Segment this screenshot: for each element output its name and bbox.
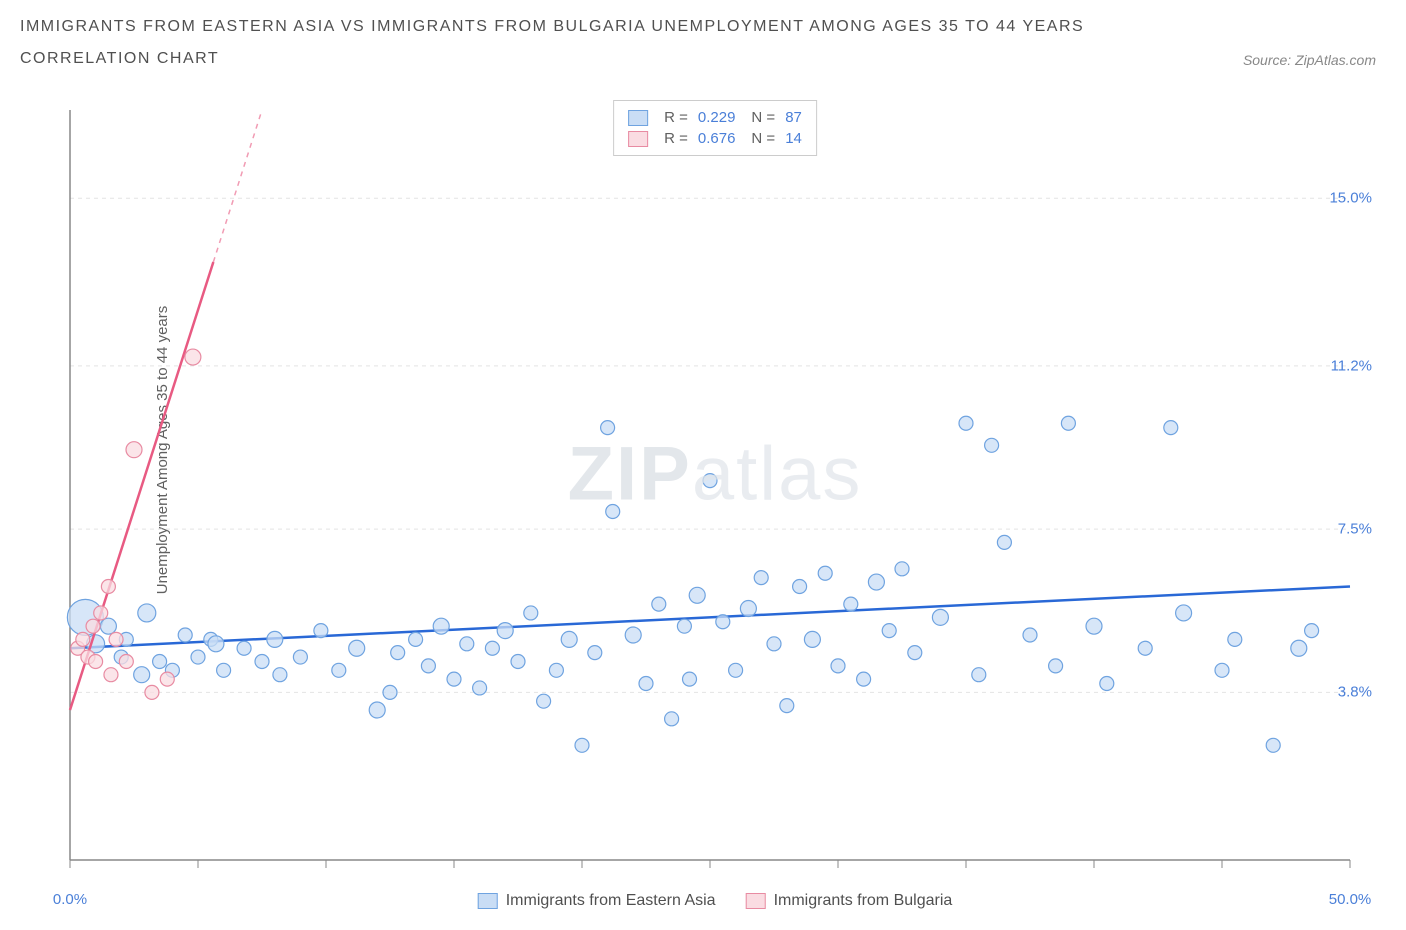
n-label: N = [751,109,775,126]
correlation-legend: R = 0.229 N = 87 R = 0.676 N = 14 [613,100,817,156]
x-tick-label: 50.0% [1329,891,1372,908]
series-legend: Immigrants from Eastern Asia Immigrants f… [478,892,953,910]
r-label: R = [664,109,688,126]
legend-stat-row: R = 0.676 N = 14 [628,128,802,149]
r-value: 0.676 [698,130,736,147]
legend-swatch [628,110,648,126]
y-tick-label: 7.5% [1338,521,1372,538]
n-label: N = [751,130,775,147]
x-tick-label: 0.0% [53,891,87,908]
scatter-plot [60,100,1370,880]
legend-swatch [746,893,766,909]
legend-swatch [628,131,648,147]
legend-series-item: Immigrants from Eastern Asia [478,892,716,910]
legend-series-label: Immigrants from Bulgaria [774,892,953,910]
r-value: 0.229 [698,109,736,126]
y-tick-label: 3.8% [1338,684,1372,701]
chart-title-line1: IMMIGRANTS FROM EASTERN ASIA VS IMMIGRAN… [20,18,1386,36]
legend-swatch [478,893,498,909]
n-value: 14 [785,130,802,147]
chart-area: ZIPatlas R =0.229N =87R =0.676N =14 3.8%… [60,100,1370,880]
source-attribution: Source: ZipAtlas.com [1243,52,1376,68]
chart-title-line2: CORRELATION CHART [20,50,1386,68]
r-label: R = [664,130,688,147]
legend-stat-row: R = 0.229 N = 87 [628,107,802,128]
n-value: 87 [785,109,802,126]
y-tick-label: 11.2% [1331,357,1372,374]
legend-series-label: Immigrants from Eastern Asia [506,892,716,910]
y-tick-label: 15.0% [1329,190,1372,207]
legend-series-item: Immigrants from Bulgaria [746,892,953,910]
